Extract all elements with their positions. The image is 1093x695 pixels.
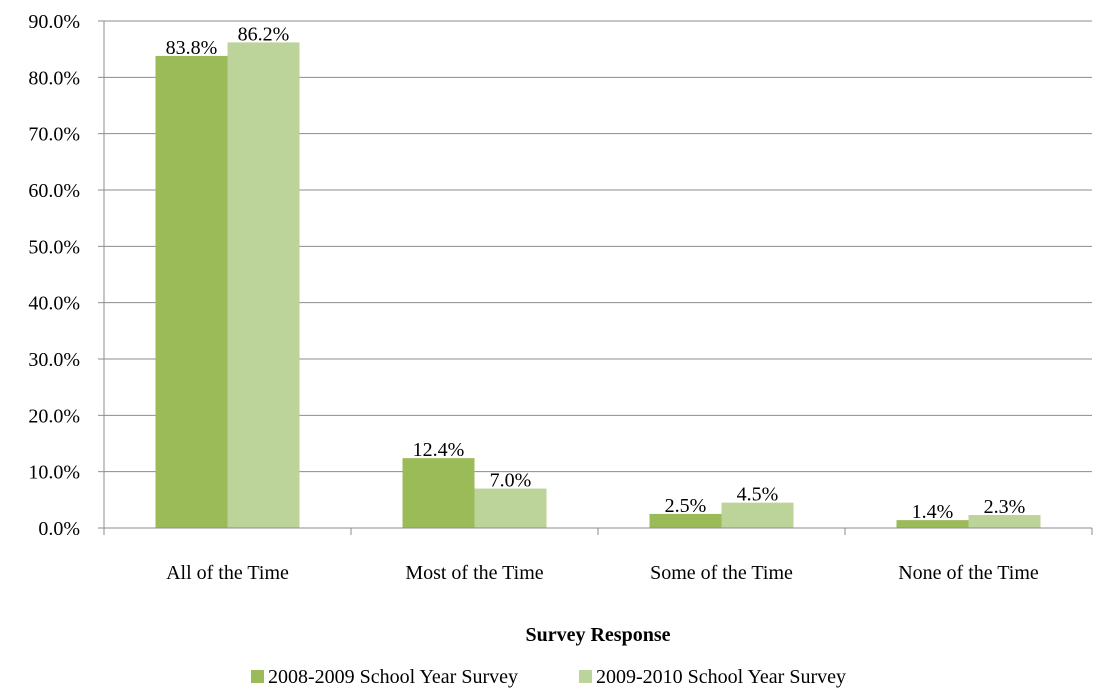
- x-category-label: None of the Time: [898, 562, 1039, 584]
- y-tick-label: 0.0%: [38, 518, 80, 540]
- bars: [155, 42, 1041, 528]
- y-tick-label: 60.0%: [28, 180, 80, 202]
- bar: [721, 502, 794, 528]
- bar: [474, 488, 547, 528]
- y-tick-label: 40.0%: [28, 293, 80, 315]
- x-axis-title: Survey Response: [525, 624, 670, 646]
- bar: [896, 520, 969, 528]
- data-labels: 83.8% 86.2% 12.4% 7.0% 2.5% 4.5% 1.4% 2.3%: [166, 23, 1026, 523]
- bar: [227, 42, 300, 528]
- y-tick-label: 30.0%: [28, 349, 80, 371]
- x-category-label: Most of the Time: [405, 562, 543, 584]
- bar: [155, 55, 228, 528]
- y-axis-ticks: 0.0% 10.0% 20.0% 30.0% 40.0% 50.0% 60.0% 70.0% 8…: [28, 11, 104, 540]
- y-tick-label: 20.0%: [28, 405, 80, 427]
- legend-swatch: [579, 670, 592, 683]
- y-tick-label: 90.0%: [28, 11, 80, 33]
- legend-swatch: [251, 670, 264, 683]
- x-category-label: All of the Time: [166, 562, 289, 584]
- bar: [968, 515, 1041, 528]
- legend-label: 2009-2010 School Year Survey: [596, 666, 846, 688]
- data-label: 7.0%: [490, 470, 532, 492]
- data-label: 12.4%: [413, 439, 465, 461]
- legend: 2008-2009 School Year Survey 2009-2010 Sc…: [251, 666, 846, 688]
- x-category-label: Some of the Time: [650, 562, 793, 584]
- data-label: 1.4%: [912, 501, 954, 523]
- bar: [649, 513, 722, 528]
- data-label: 86.2%: [238, 23, 290, 45]
- data-label: 2.3%: [984, 496, 1026, 518]
- data-label: 2.5%: [665, 495, 707, 517]
- y-tick-label: 10.0%: [28, 462, 80, 484]
- data-label: 4.5%: [737, 484, 779, 506]
- y-tick-label: 50.0%: [28, 236, 80, 258]
- x-axis: [103, 21, 1093, 535]
- y-tick-label: 70.0%: [28, 124, 80, 146]
- legend-label: 2008-2009 School Year Survey: [268, 666, 518, 688]
- x-axis-category-labels: All of the Time Most of the Time Some of t…: [166, 562, 1039, 584]
- data-label: 83.8%: [166, 37, 218, 59]
- bar: [402, 458, 475, 528]
- y-tick-label: 80.0%: [28, 67, 80, 89]
